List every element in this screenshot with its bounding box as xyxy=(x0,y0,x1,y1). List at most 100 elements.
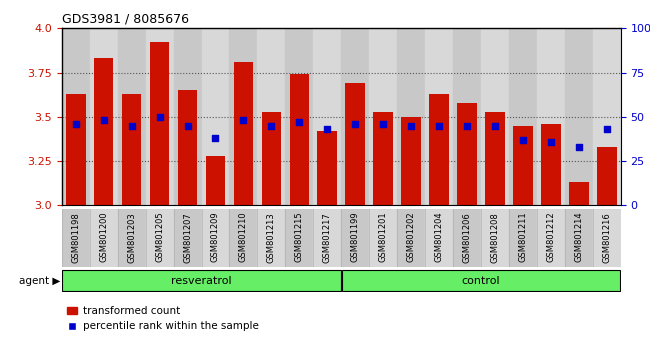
Point xyxy=(406,123,416,129)
Bar xyxy=(397,209,425,267)
Text: GSM801204: GSM801204 xyxy=(435,212,443,262)
Point xyxy=(238,118,248,123)
Bar xyxy=(453,209,481,267)
Bar xyxy=(481,209,509,267)
Point xyxy=(434,123,445,129)
Point xyxy=(462,123,473,129)
Bar xyxy=(289,74,309,205)
Text: GSM801200: GSM801200 xyxy=(99,212,108,262)
Bar xyxy=(62,28,90,205)
Bar xyxy=(537,209,565,267)
Bar xyxy=(425,209,453,267)
Bar xyxy=(429,94,449,205)
Bar xyxy=(313,28,341,205)
Bar xyxy=(513,126,533,205)
Bar xyxy=(509,209,537,267)
Bar xyxy=(537,28,565,205)
Text: GSM801210: GSM801210 xyxy=(239,212,248,262)
Bar xyxy=(257,28,285,205)
Bar xyxy=(285,28,313,205)
Bar xyxy=(90,209,118,267)
Bar xyxy=(401,117,421,205)
Bar xyxy=(261,112,281,205)
Text: GSM801205: GSM801205 xyxy=(155,212,164,262)
Bar xyxy=(205,156,226,205)
Point xyxy=(574,144,584,150)
Text: GDS3981 / 8085676: GDS3981 / 8085676 xyxy=(62,13,188,26)
Point xyxy=(322,126,332,132)
Bar xyxy=(485,112,505,205)
Bar xyxy=(122,94,142,205)
Text: GSM801213: GSM801213 xyxy=(267,212,276,263)
Text: GSM801216: GSM801216 xyxy=(603,212,611,263)
Text: GSM801202: GSM801202 xyxy=(407,212,415,262)
Bar xyxy=(257,209,285,267)
Bar xyxy=(369,209,397,267)
Point xyxy=(155,114,165,120)
Text: resveratrol: resveratrol xyxy=(171,275,232,286)
Bar xyxy=(313,209,341,267)
Point xyxy=(99,118,109,123)
Bar xyxy=(345,83,365,205)
Bar xyxy=(597,147,617,205)
Bar xyxy=(373,112,393,205)
Bar xyxy=(62,209,90,267)
Text: GSM801207: GSM801207 xyxy=(183,212,192,263)
Bar xyxy=(66,94,86,205)
Text: GSM801209: GSM801209 xyxy=(211,212,220,262)
Bar xyxy=(202,28,229,205)
Bar xyxy=(593,209,621,267)
Point xyxy=(211,135,221,141)
Bar xyxy=(565,209,593,267)
Text: GSM801211: GSM801211 xyxy=(519,212,527,262)
Text: GSM801217: GSM801217 xyxy=(323,212,332,263)
Bar xyxy=(146,28,174,205)
Text: GSM801208: GSM801208 xyxy=(491,212,499,263)
Point xyxy=(518,137,528,143)
Point xyxy=(602,126,612,132)
Text: GSM801198: GSM801198 xyxy=(72,212,80,263)
FancyBboxPatch shape xyxy=(62,270,341,291)
Bar xyxy=(341,28,369,205)
Bar xyxy=(174,209,202,267)
Bar xyxy=(509,28,537,205)
Bar xyxy=(285,209,313,267)
Text: GSM801214: GSM801214 xyxy=(575,212,583,262)
Bar xyxy=(118,209,146,267)
Text: GSM801206: GSM801206 xyxy=(463,212,471,263)
FancyBboxPatch shape xyxy=(342,270,620,291)
Bar xyxy=(202,209,229,267)
Bar xyxy=(118,28,146,205)
Bar xyxy=(457,103,477,205)
Bar xyxy=(593,28,621,205)
Bar xyxy=(229,209,257,267)
Bar xyxy=(90,28,118,205)
Text: GSM801212: GSM801212 xyxy=(547,212,555,262)
Point xyxy=(70,121,81,127)
Text: GSM801203: GSM801203 xyxy=(127,212,136,263)
Text: GSM801215: GSM801215 xyxy=(295,212,304,262)
Bar xyxy=(177,90,198,205)
Bar xyxy=(425,28,453,205)
Bar xyxy=(569,182,589,205)
Point xyxy=(350,121,360,127)
Bar xyxy=(317,131,337,205)
Text: GSM801199: GSM801199 xyxy=(351,212,359,262)
Bar xyxy=(146,209,174,267)
Bar xyxy=(565,28,593,205)
Text: control: control xyxy=(462,275,501,286)
Bar xyxy=(150,42,170,205)
Bar xyxy=(94,58,114,205)
Point xyxy=(182,123,193,129)
Point xyxy=(266,123,277,129)
Bar xyxy=(341,209,369,267)
Text: GSM801201: GSM801201 xyxy=(379,212,387,262)
Bar xyxy=(397,28,425,205)
Bar xyxy=(541,124,561,205)
Point xyxy=(294,119,305,125)
Bar xyxy=(229,28,257,205)
Legend: transformed count, percentile rank within the sample: transformed count, percentile rank withi… xyxy=(67,306,259,331)
Bar xyxy=(233,62,254,205)
Point xyxy=(546,139,556,144)
Bar xyxy=(481,28,509,205)
